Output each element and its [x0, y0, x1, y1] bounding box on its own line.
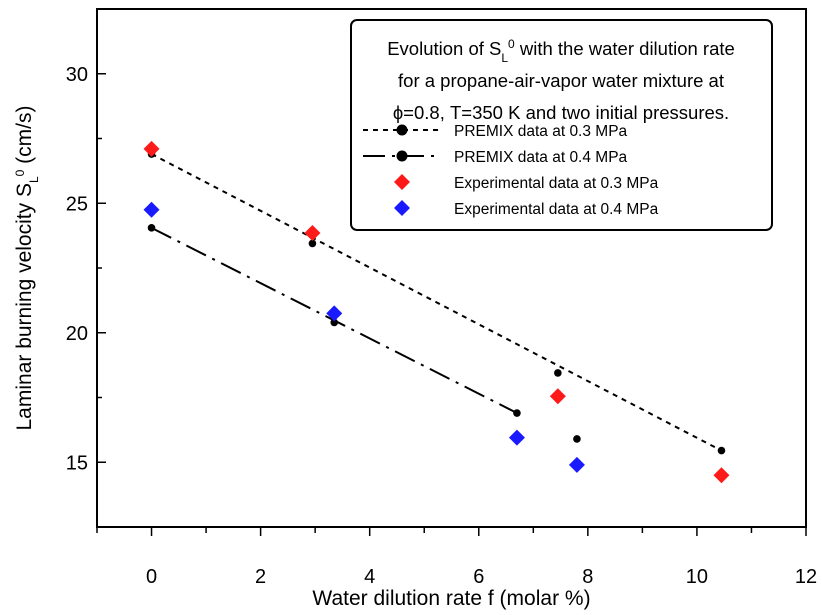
legend-entry: PREMIX data at 0.4 MPa	[363, 149, 628, 166]
x-axis-label: Water dilution rate f (molar %)	[312, 587, 590, 610]
data-point-premix	[717, 446, 726, 455]
legend-title: Evolution of SL0 with the water dilution…	[387, 37, 735, 123]
legend-entry: Experimental data at 0.3 MPa	[394, 174, 659, 192]
legend-marker	[394, 200, 410, 216]
data-point-experimental	[304, 225, 321, 242]
data-point-premix	[513, 409, 521, 417]
data-point-experimental	[568, 456, 585, 473]
data-point-premix	[554, 369, 562, 377]
data-point-premix	[573, 435, 581, 443]
x-axis: 0 2 4 6 8 10 12	[96, 527, 817, 588]
data-point-experimental	[549, 388, 566, 405]
legend-entries: PREMIX data at 0.3 MPa PREMIX data at 0.4…	[363, 123, 659, 218]
legend-title-line: ϕ=0.8, T=350 K and two initial pressures…	[393, 102, 729, 123]
data-point-experimental	[143, 201, 160, 218]
data-point-premix	[147, 224, 156, 232]
data-point-experimental	[143, 140, 160, 157]
data-markers	[143, 140, 730, 484]
data-point-premix	[330, 318, 339, 327]
data-point-experimental	[508, 429, 525, 446]
y-axis-label: Laminar burning velocity SL0 (cm/s)	[13, 106, 41, 431]
legend-marker	[396, 150, 408, 162]
legend-label: PREMIX data at 0.3 MPa	[454, 123, 628, 140]
y-tick-label: 20	[66, 323, 88, 345]
y-tick-label: 15	[66, 452, 88, 474]
data-point-experimental	[713, 467, 730, 484]
legend-label: PREMIX data at 0.4 MPa	[454, 149, 628, 166]
x-tick-label: 4	[364, 566, 375, 588]
legend-title-line: for a propane-air-vapor water mixture at	[398, 70, 724, 91]
legend-box	[350, 19, 773, 231]
legend-label: Experimental data at 0.4 MPa	[454, 201, 659, 218]
legend-marker	[394, 174, 410, 190]
x-tick-label: 6	[473, 566, 484, 588]
data-point-experimental	[326, 305, 343, 322]
fit-line-fit-0.3MPa	[151, 153, 722, 452]
legend-marker	[396, 124, 408, 136]
y-axis: 15 20 25 30	[66, 8, 106, 528]
legend-label: Experimental data at 0.3 MPa	[454, 175, 659, 192]
x-tick-label: 10	[686, 566, 708, 588]
data-point-premix	[308, 239, 317, 248]
legend: Evolution of SL0 with the water dilution…	[350, 19, 773, 231]
legend-entry: Experimental data at 0.4 MPa	[394, 200, 659, 218]
y-tick-label: 25	[66, 193, 88, 215]
legend-entry: PREMIX data at 0.3 MPa	[363, 123, 628, 140]
x-tick-label: 8	[582, 566, 593, 588]
x-tick-label: 0	[146, 566, 157, 588]
y-tick-label: 30	[66, 64, 88, 86]
x-tick-label: 2	[255, 566, 266, 588]
legend-title-line: Evolution of SL0 with the water dilution…	[387, 37, 735, 65]
x-tick-label: 12	[795, 566, 817, 588]
